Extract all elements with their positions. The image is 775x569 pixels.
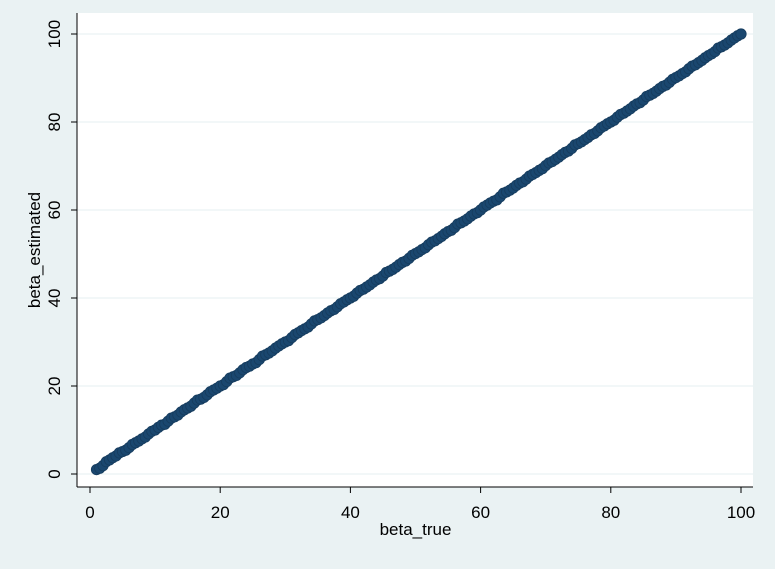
y-tick-label: 40	[45, 289, 64, 308]
x-axis-label: beta_true	[380, 520, 452, 539]
y-tick-label: 80	[45, 113, 64, 132]
x-tick-label: 40	[341, 503, 360, 522]
x-tick-label: 80	[601, 503, 620, 522]
y-tick-label: 100	[45, 20, 64, 48]
y-axis-label: beta_estimated	[25, 192, 44, 308]
x-tick-label: 60	[471, 503, 490, 522]
data-point	[735, 28, 747, 40]
x-tick-label: 100	[727, 503, 755, 522]
x-tick-label: 0	[85, 503, 94, 522]
y-tick-label: 0	[45, 469, 64, 478]
gridlines	[77, 33, 753, 475]
y-tick-label: 60	[45, 201, 64, 220]
y-tick-label: 20	[45, 377, 64, 396]
data-points	[90, 28, 747, 476]
x-tick-label: 20	[211, 503, 230, 522]
axes: 0 20 40 60 80 100 0 20 40 60 80 100	[45, 13, 755, 522]
